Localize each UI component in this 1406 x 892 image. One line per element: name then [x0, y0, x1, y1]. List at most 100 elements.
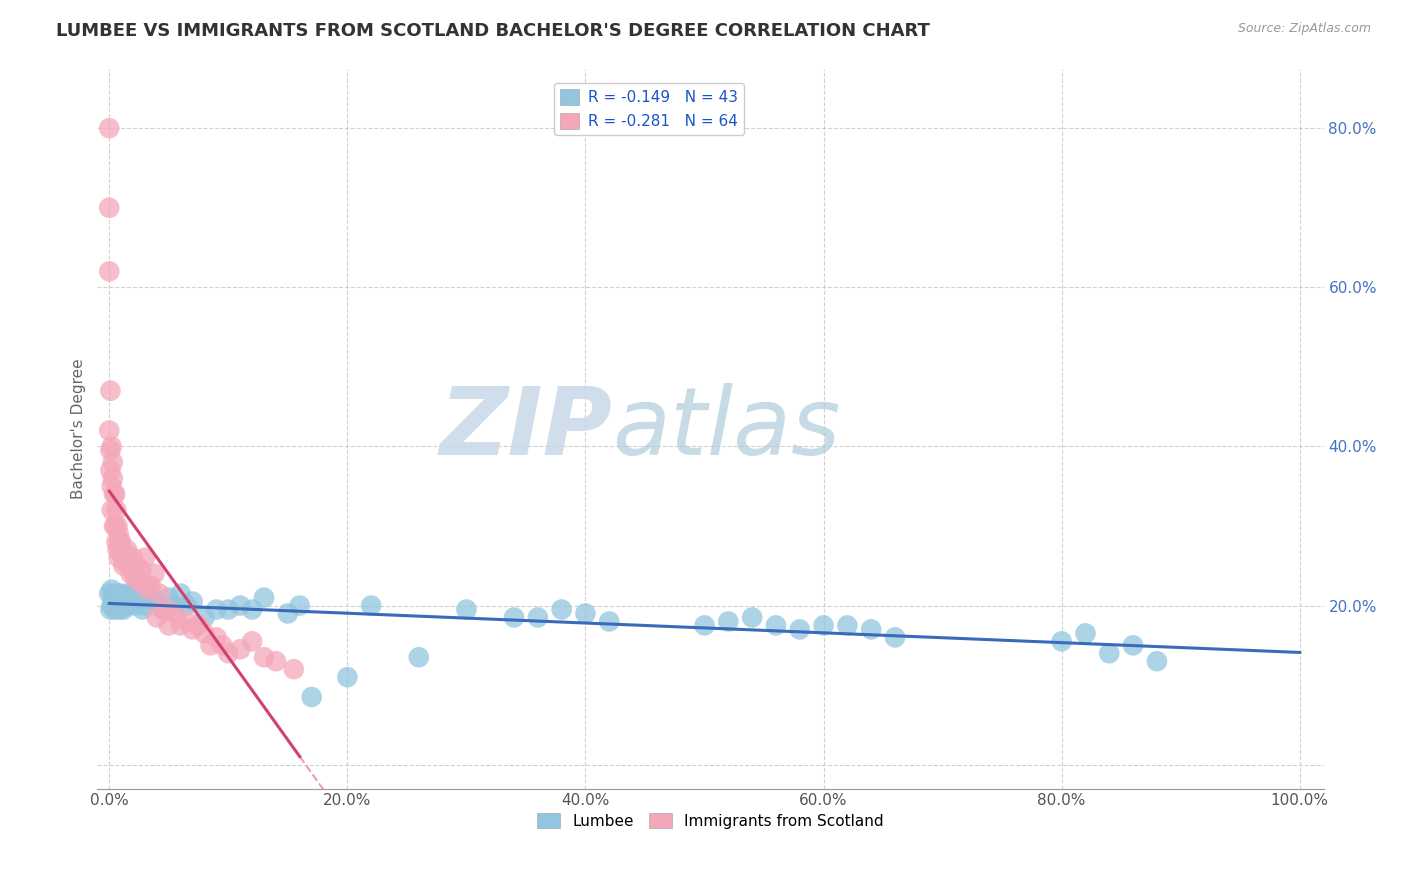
Point	[1074, 626, 1097, 640]
Point	[574, 607, 596, 621]
Point	[115, 547, 138, 561]
Point	[134, 550, 156, 565]
Point	[253, 591, 276, 605]
Point	[217, 602, 239, 616]
Point	[100, 599, 122, 613]
Point	[765, 618, 787, 632]
Point	[105, 599, 128, 613]
Point	[107, 550, 129, 565]
Point	[163, 599, 186, 613]
Point	[176, 615, 198, 629]
Point	[264, 654, 287, 668]
Point	[205, 631, 228, 645]
Point	[408, 650, 430, 665]
Y-axis label: Bachelor's Degree: Bachelor's Degree	[72, 359, 86, 499]
Point	[101, 591, 124, 605]
Point	[120, 566, 142, 581]
Point	[1122, 638, 1144, 652]
Point	[100, 582, 122, 597]
Point	[146, 594, 169, 608]
Point	[860, 623, 883, 637]
Point	[503, 610, 526, 624]
Point	[217, 646, 239, 660]
Point	[360, 599, 382, 613]
Point	[128, 574, 150, 589]
Point	[112, 558, 135, 573]
Point	[114, 555, 136, 569]
Point	[117, 550, 139, 565]
Point	[118, 558, 141, 573]
Point	[157, 618, 180, 632]
Point	[170, 586, 193, 600]
Point	[110, 535, 132, 549]
Point	[229, 642, 252, 657]
Point	[114, 594, 136, 608]
Point	[550, 602, 572, 616]
Point	[101, 471, 124, 485]
Point	[136, 582, 159, 597]
Point	[789, 623, 811, 637]
Point	[193, 610, 215, 624]
Point	[131, 602, 153, 616]
Point	[122, 566, 145, 581]
Point	[115, 586, 138, 600]
Point	[193, 626, 215, 640]
Point	[104, 602, 127, 616]
Point	[229, 599, 252, 613]
Point	[100, 479, 122, 493]
Point	[100, 439, 122, 453]
Point	[1146, 654, 1168, 668]
Point	[134, 599, 156, 613]
Point	[107, 519, 129, 533]
Point	[131, 563, 153, 577]
Point	[176, 599, 198, 613]
Point	[813, 618, 835, 632]
Point	[98, 424, 121, 438]
Point	[170, 618, 193, 632]
Point	[111, 542, 134, 557]
Point	[693, 618, 716, 632]
Point	[128, 594, 150, 608]
Point	[111, 599, 134, 613]
Point	[112, 602, 135, 616]
Point	[122, 550, 145, 565]
Point	[717, 615, 740, 629]
Point	[163, 607, 186, 621]
Point	[98, 121, 121, 136]
Point	[1050, 634, 1073, 648]
Point	[148, 586, 170, 600]
Point	[107, 586, 129, 600]
Point	[124, 571, 146, 585]
Point	[125, 558, 148, 573]
Point	[105, 535, 128, 549]
Point	[98, 264, 121, 278]
Point	[181, 623, 204, 637]
Text: LUMBEE VS IMMIGRANTS FROM SCOTLAND BACHELOR'S DEGREE CORRELATION CHART: LUMBEE VS IMMIGRANTS FROM SCOTLAND BACHE…	[56, 22, 931, 40]
Point	[124, 599, 146, 613]
Point	[200, 638, 222, 652]
Point	[100, 602, 122, 616]
Point	[240, 602, 263, 616]
Point	[283, 662, 305, 676]
Point	[100, 443, 122, 458]
Point	[107, 527, 129, 541]
Point	[288, 599, 311, 613]
Point	[103, 586, 125, 600]
Point	[277, 607, 299, 621]
Legend: Lumbee, Immigrants from Scotland: Lumbee, Immigrants from Scotland	[531, 806, 890, 835]
Point	[100, 463, 122, 477]
Point	[157, 591, 180, 605]
Point	[336, 670, 359, 684]
Point	[181, 594, 204, 608]
Point	[240, 634, 263, 648]
Point	[107, 542, 129, 557]
Text: Source: ZipAtlas.com: Source: ZipAtlas.com	[1237, 22, 1371, 36]
Point	[98, 201, 121, 215]
Point	[155, 602, 177, 616]
Point	[104, 519, 127, 533]
Text: ZIP: ZIP	[440, 383, 613, 475]
Point	[103, 519, 125, 533]
Point	[211, 638, 233, 652]
Point	[101, 455, 124, 469]
Point	[105, 503, 128, 517]
